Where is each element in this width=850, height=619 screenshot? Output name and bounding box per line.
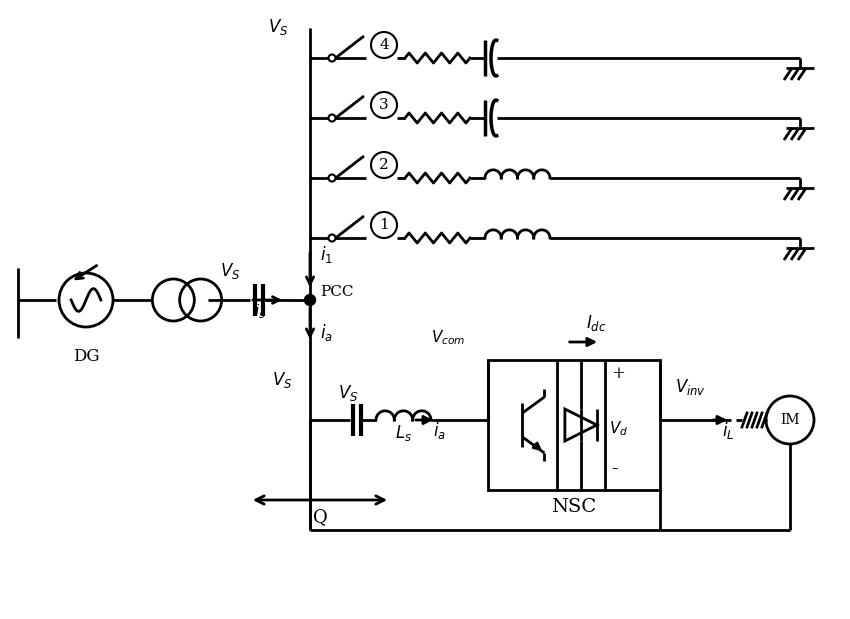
Text: $V_S$: $V_S$ — [268, 17, 288, 37]
Bar — [488, 360, 660, 490]
Text: Q: Q — [313, 508, 327, 526]
Text: 3: 3 — [379, 98, 388, 112]
Text: $V_S$: $V_S$ — [272, 370, 292, 390]
Text: 2: 2 — [379, 158, 388, 172]
Text: $L_s$: $L_s$ — [395, 423, 412, 443]
Text: $i_L$: $i_L$ — [722, 420, 734, 441]
Text: 4: 4 — [379, 38, 388, 52]
Text: $V_{inv}$: $V_{inv}$ — [675, 377, 705, 397]
Text: $i_a$: $i_a$ — [320, 322, 333, 343]
Text: $i_1$: $i_1$ — [320, 244, 333, 265]
Text: +: + — [611, 365, 625, 382]
Text: NSC: NSC — [552, 498, 597, 516]
Text: PCC: PCC — [320, 285, 354, 299]
Text: $i_a$: $i_a$ — [433, 420, 445, 441]
Text: 1: 1 — [379, 218, 388, 232]
Text: $I_{dc}$: $I_{dc}$ — [586, 313, 606, 333]
Text: $i_s$: $i_s$ — [254, 302, 266, 321]
Text: IM: IM — [780, 413, 800, 427]
Text: -: - — [611, 460, 618, 478]
Text: DG: DG — [73, 348, 99, 365]
Text: $V_S$: $V_S$ — [337, 383, 358, 403]
Circle shape — [304, 295, 315, 306]
Text: $V_{com}$: $V_{com}$ — [431, 328, 465, 347]
Text: $V_S$: $V_S$ — [220, 261, 241, 281]
Text: $V_d$: $V_d$ — [609, 419, 628, 438]
